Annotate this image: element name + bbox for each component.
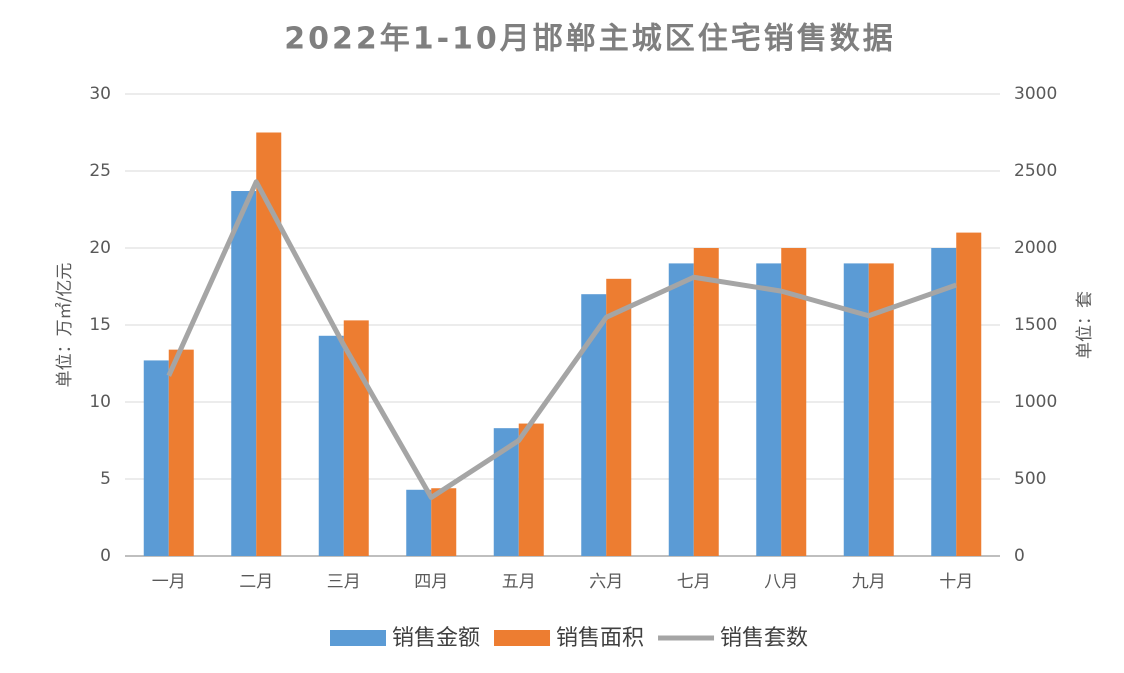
legend-label: 销售套数 [720, 626, 808, 651]
legend-swatch [330, 630, 386, 646]
x-tick-label: 八月 [764, 572, 798, 592]
y2-tick-label: 1500 [1014, 315, 1057, 335]
bar [343, 320, 369, 556]
x-tick-label: 四月 [414, 572, 448, 592]
bar [143, 360, 169, 556]
y2-axis-label: 单位：套 [1075, 291, 1095, 359]
bar [606, 278, 632, 556]
line-series [166, 179, 958, 500]
x-tick-label: 五月 [502, 572, 536, 592]
x-tick-label: 二月 [239, 572, 273, 592]
x-tick-label: 十月 [939, 572, 973, 592]
bar [668, 263, 694, 556]
y-tick-label: 5 [100, 469, 111, 489]
bar [956, 232, 982, 556]
x-tick-label: 一月 [152, 572, 186, 592]
y-tick-label: 30 [89, 84, 111, 104]
bar [431, 488, 457, 556]
bar [518, 423, 544, 556]
y2-tick-label: 2500 [1014, 161, 1057, 181]
y2-tick-label: 0 [1014, 546, 1025, 566]
chart-title: 2022年1-10月邯郸主城区住宅销售数据 [284, 22, 896, 57]
bar [318, 335, 344, 556]
bar [931, 248, 957, 556]
y2-tick-label: 500 [1014, 469, 1046, 489]
y2-tick-label: 2000 [1014, 238, 1057, 258]
y-tick-label: 0 [100, 546, 111, 566]
y-tick-label: 15 [89, 315, 111, 335]
x-tick-label: 九月 [852, 572, 886, 592]
y-tick-label: 20 [89, 238, 111, 258]
x-tick-label: 三月 [327, 572, 361, 592]
bar [406, 489, 432, 556]
y-tick-label: 25 [89, 161, 111, 181]
y2-tick-label: 3000 [1014, 84, 1057, 104]
x-tick-label: 七月 [677, 572, 711, 592]
bar [231, 191, 257, 556]
bar [256, 132, 282, 556]
legend-label: 销售面积 [556, 626, 644, 651]
bar [693, 248, 719, 556]
bar [168, 349, 194, 556]
y2-tick-label: 1000 [1014, 392, 1057, 412]
bar [756, 263, 782, 556]
x-tick-label: 六月 [589, 572, 623, 592]
legend-swatch [494, 630, 551, 646]
y-tick-label: 10 [89, 392, 111, 412]
y-axis-label: 单位：万㎡/亿元 [55, 263, 75, 388]
legend-label: 销售金额 [392, 626, 480, 651]
